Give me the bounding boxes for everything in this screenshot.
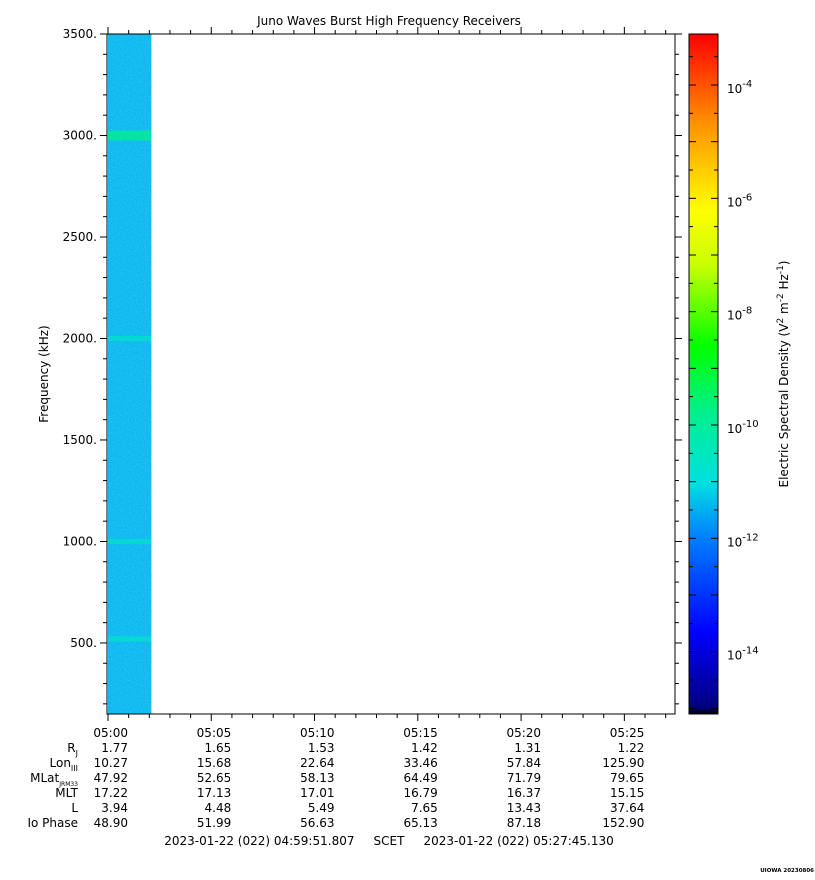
colorbar-tick-label: 10-4 — [727, 79, 752, 96]
ephemeris-value: 17.22 — [94, 786, 128, 800]
ephemeris-value: 152.90 — [602, 816, 644, 830]
ephemeris-value: 15.15 — [610, 786, 644, 800]
ephemeris-value: 7.65 — [411, 801, 438, 815]
spectral-band — [108, 636, 152, 642]
ephemeris-value: 57.84 — [507, 756, 541, 770]
ephemeris-value: 58.13 — [300, 771, 334, 785]
ephemeris-value: 125.90 — [602, 756, 644, 770]
chart-title: Juno Waves Burst High Frequency Receiver… — [256, 14, 521, 28]
ephemeris-row-label: Io Phase — [27, 816, 78, 830]
x-tick-label: 05:15 — [403, 726, 438, 740]
ephemeris-value: 47.92 — [94, 771, 128, 785]
ephemeris-value: 17.01 — [300, 786, 334, 800]
ephemeris-row-label: MLT — [55, 786, 78, 800]
ephemeris-value: 1.42 — [411, 741, 438, 755]
y-tick-label: 2500. — [63, 230, 97, 244]
ephemeris-row-label: LonIII — [50, 756, 79, 773]
ephemeris-value: 33.46 — [403, 756, 437, 770]
spectrogram-data — [108, 34, 152, 714]
ephemeris-value: 1.53 — [308, 741, 335, 755]
ephemeris-row-label: MLatJRM33 — [30, 771, 78, 788]
x-tick-label: 05:05 — [197, 726, 232, 740]
ephemeris-value: 1.65 — [205, 741, 232, 755]
ephemeris-row-label: L — [71, 801, 78, 815]
x-tick-label: 05:20 — [506, 726, 541, 740]
spectrogram-texture — [108, 34, 152, 714]
ephemeris-value: 22.64 — [300, 756, 334, 770]
ephemeris-value: 48.90 — [94, 816, 128, 830]
ephemeris-value: 15.68 — [197, 756, 231, 770]
y-tick-label: 3500. — [63, 27, 97, 41]
ephemeris-value: 56.63 — [300, 816, 334, 830]
ephemeris-value: 1.31 — [514, 741, 541, 755]
ephemeris-value: 16.37 — [507, 786, 541, 800]
ephemeris-value: 37.64 — [610, 801, 644, 815]
x-axis — [107, 27, 667, 721]
ephemeris-value: 1.77 — [101, 741, 128, 755]
y-axis: 500. 1000. 1500. 2000. 2500. 3000. 3500. — [63, 27, 682, 705]
x-tick-label: 05:10 — [300, 726, 335, 740]
y-axis-label: Frequency (kHz) — [37, 325, 51, 422]
ephemeris-value: 17.13 — [197, 786, 231, 800]
y-tick-label: 2000. — [63, 331, 97, 345]
y-tick-label: 3000. — [63, 128, 97, 142]
ephemeris-value: 51.99 — [197, 816, 231, 830]
spectral-band — [108, 335, 152, 341]
ephemeris-row-label: RJ — [67, 741, 78, 758]
colorbar — [688, 33, 719, 715]
ephemeris-value: 87.18 — [507, 816, 541, 830]
colorbar-tick-label: 10-10 — [727, 419, 759, 436]
ephemeris-value: 13.43 — [507, 801, 541, 815]
credit-stamp: UIOWA 20230806 — [760, 868, 814, 874]
time-range-footer: 2023-01-22 (022) 04:59:51.807 SCET 2023-… — [164, 834, 614, 848]
y-tick-label: 1000. — [63, 534, 97, 548]
spectral-band — [108, 538, 152, 544]
ephemeris-value: 4.48 — [205, 801, 232, 815]
colorbar-tick-label: 10-8 — [727, 306, 752, 323]
x-tick-label: 05:25 — [610, 726, 645, 740]
ephemeris-value: 5.49 — [308, 801, 335, 815]
ephemeris-value: 10.27 — [94, 756, 128, 770]
ephemeris-table: 05:00 05:05 05:10 05:15 05:20 05:25 RJ 1.77 1.65… — [27, 726, 644, 830]
colorbar-tick-label: 10-12 — [727, 532, 759, 549]
spectral-band — [108, 130, 152, 141]
ephemeris-value: 65.13 — [403, 816, 437, 830]
plot-frame — [106, 33, 676, 715]
y-tick-label: 500. — [70, 636, 97, 650]
colorbar-axis: 10-4 10-6 10-8 10-10 10-12 10-14 — [689, 56, 759, 709]
ephemeris-value: 52.65 — [197, 771, 231, 785]
x-tick-label: 05:00 — [93, 726, 128, 740]
ephemeris-value: 71.79 — [507, 771, 541, 785]
colorbar-tick-label: 10-6 — [727, 192, 752, 209]
y-tick-label: 1500. — [63, 433, 97, 447]
ephemeris-value: 79.65 — [610, 771, 644, 785]
ephemeris-value: 3.94 — [101, 801, 128, 815]
ephemeris-value: 16.79 — [403, 786, 437, 800]
colorbar-label: Electric Spectral Density (V2 m-2 Hz-1) — [776, 260, 791, 487]
colorbar-tick-label: 10-14 — [727, 646, 759, 663]
ephemeris-value: 64.49 — [403, 771, 437, 785]
ephemeris-value: 1.22 — [618, 741, 645, 755]
